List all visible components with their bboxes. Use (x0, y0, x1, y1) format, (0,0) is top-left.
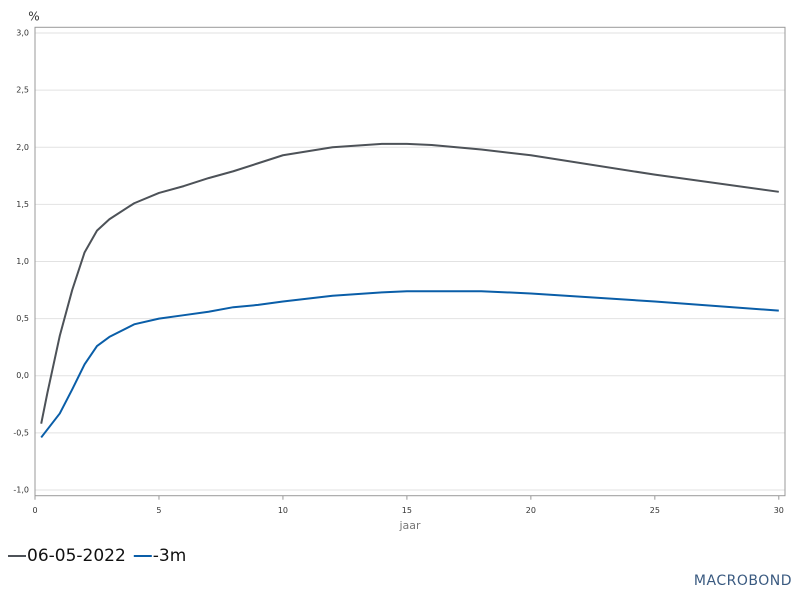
y-tick-label: -0,5 (13, 428, 29, 437)
y-tick-label: 0,0 (16, 371, 29, 380)
y-tick-label: 1,0 (16, 257, 29, 266)
plot-frame (34, 26, 786, 497)
y-tick-label: 1,5 (16, 200, 29, 209)
x-tick-label: 20 (526, 506, 536, 515)
x-tick-label: 30 (774, 506, 784, 515)
line-series (40, 290, 779, 439)
y-tick-label: 2,0 (16, 143, 29, 152)
legend-label: -3m (153, 546, 187, 566)
legend-label: 06-05-2022 (27, 546, 126, 566)
x-tick-label: 5 (156, 506, 161, 515)
y-tick-label: 3,0 (16, 29, 29, 38)
line-series (40, 142, 779, 424)
x-tick-label: 15 (402, 506, 412, 515)
x-tick-label: 25 (650, 506, 660, 515)
y-axis-label: % (28, 10, 39, 24)
y-tick-label: 0,5 (16, 314, 29, 323)
x-tick-label: 10 (278, 506, 288, 515)
x-tick-label: 0 (32, 506, 37, 515)
logo: MACROBOND (694, 573, 792, 589)
y-tick-label: -1,0 (13, 485, 29, 494)
x-axis-label: jaar (398, 519, 421, 532)
y-tick-label: 2,5 (16, 86, 29, 95)
